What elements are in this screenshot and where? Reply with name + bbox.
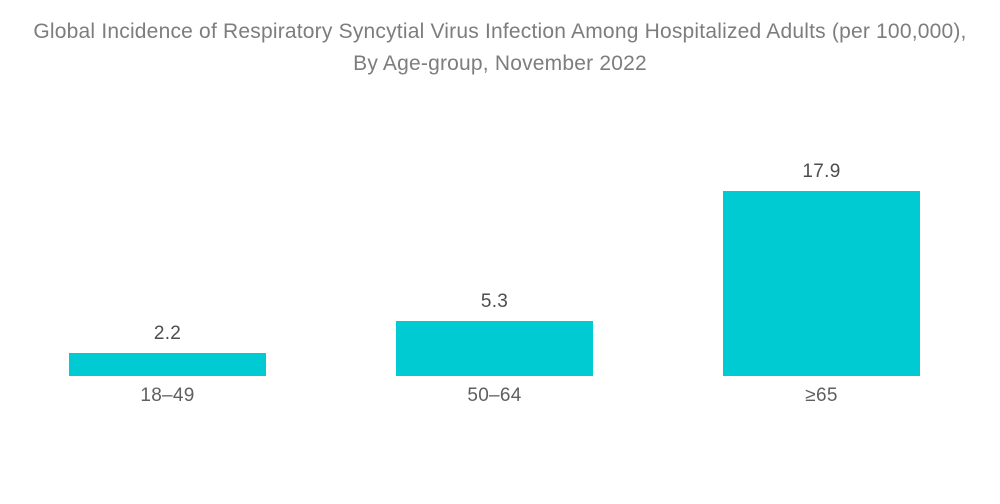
bar-value-label: 2.2 xyxy=(153,323,182,344)
bar-category-label: 18–49 xyxy=(140,385,195,406)
bar-column: 2.2 xyxy=(69,323,266,376)
bar-value-label: 17.9 xyxy=(802,161,841,182)
bars-row: 2.2 5.3 17.9 xyxy=(69,146,920,376)
plot-area: 2.2 5.3 17.9 18–49 50–64 ≥65 xyxy=(69,146,920,407)
bar-category-label: 50–64 xyxy=(467,385,522,406)
bar-value-label: 5.3 xyxy=(480,291,509,312)
category-labels-row: 18–49 50–64 ≥65 xyxy=(69,385,920,407)
bar xyxy=(69,353,266,376)
bar-column: 5.3 xyxy=(396,291,593,376)
bar-column: 17.9 xyxy=(723,161,920,376)
bar-category-label: ≥65 xyxy=(805,385,838,406)
bar xyxy=(396,321,593,376)
bar xyxy=(723,191,920,376)
chart-title: Global Incidence of Respiratory Syncytia… xyxy=(33,20,967,75)
